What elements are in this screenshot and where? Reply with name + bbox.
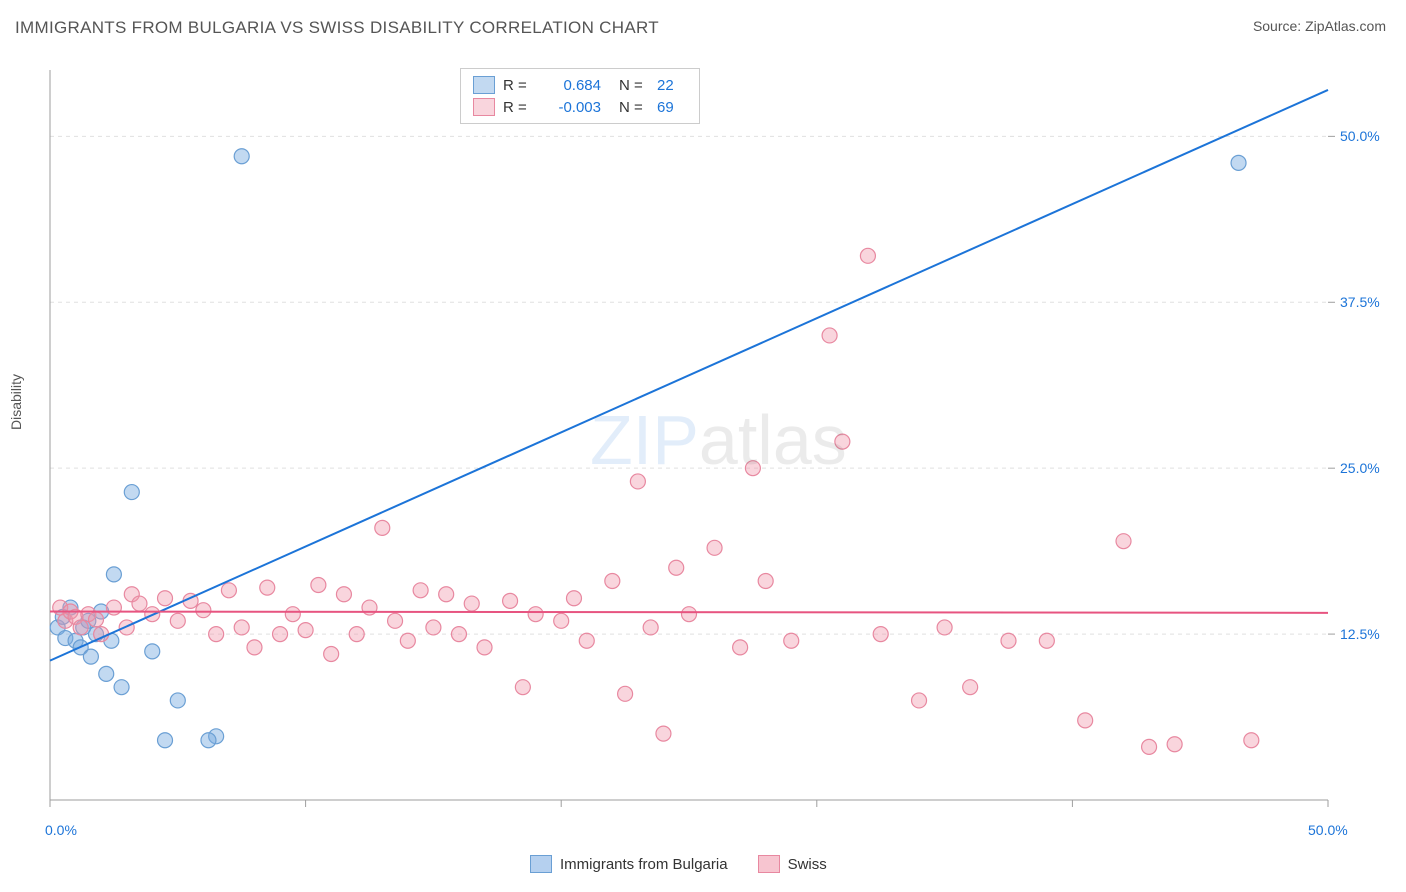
x-tick-label: 50.0% (1308, 822, 1348, 838)
r-label: R = (503, 77, 533, 94)
source-value: ZipAtlas.com (1305, 18, 1386, 34)
r-value: -0.003 (541, 99, 601, 116)
legend-swatch (473, 98, 495, 116)
y-tick-label: 50.0% (1340, 128, 1380, 144)
legend-row: R = -0.003 N = 69 (473, 96, 687, 118)
legend-label: Swiss (788, 856, 827, 873)
r-value: 0.684 (541, 77, 601, 94)
n-value: 69 (657, 99, 687, 116)
n-value: 22 (657, 77, 687, 94)
source-label: Source: (1253, 18, 1305, 34)
chart-title: IMMIGRANTS FROM BULGARIA VS SWISS DISABI… (15, 18, 659, 38)
legend-item: Swiss (758, 855, 827, 873)
scatter-plot (48, 60, 1388, 830)
y-tick-label: 25.0% (1340, 460, 1380, 476)
chart-container: IMMIGRANTS FROM BULGARIA VS SWISS DISABI… (0, 0, 1406, 892)
n-label: N = (619, 77, 649, 94)
y-tick-label: 37.5% (1340, 294, 1380, 310)
legend-swatch (530, 855, 552, 873)
legend-swatch (758, 855, 780, 873)
x-tick-label: 0.0% (45, 822, 77, 838)
y-tick-label: 12.5% (1340, 626, 1380, 642)
r-label: R = (503, 99, 533, 116)
legend-row: R = 0.684 N = 22 (473, 74, 687, 96)
legend-label: Immigrants from Bulgaria (560, 856, 728, 873)
series-legend: Immigrants from Bulgaria Swiss (530, 855, 827, 873)
correlation-legend: R = 0.684 N = 22 R = -0.003 N = 69 (460, 68, 700, 124)
n-label: N = (619, 99, 649, 116)
y-axis-label: Disability (8, 374, 24, 430)
legend-swatch (473, 76, 495, 94)
source-citation: Source: ZipAtlas.com (1253, 18, 1386, 34)
legend-item: Immigrants from Bulgaria (530, 855, 728, 873)
